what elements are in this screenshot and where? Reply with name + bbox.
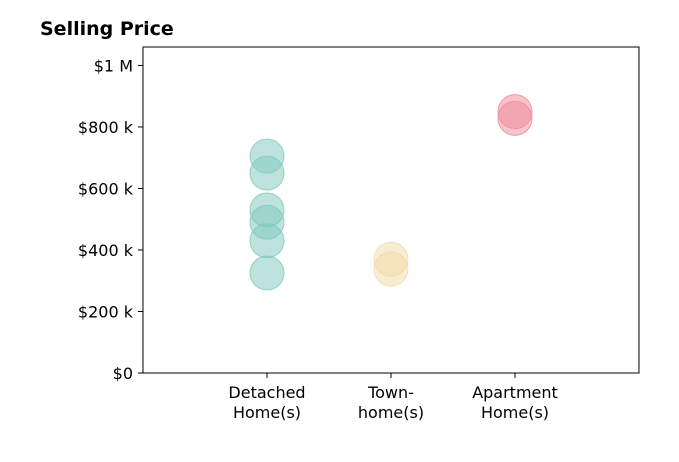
y-tick-label: $600 k bbox=[78, 179, 134, 198]
data-point bbox=[497, 100, 533, 136]
x-tick-label: Town- bbox=[367, 383, 414, 402]
x-axis: DetachedHome(s)Town-home(s)ApartmentHome… bbox=[228, 373, 558, 422]
x-tick-label: home(s) bbox=[358, 403, 424, 422]
y-tick-label: $1 M bbox=[94, 56, 133, 75]
data-point bbox=[249, 255, 285, 291]
y-tick-label: $0 bbox=[113, 364, 133, 383]
data-point bbox=[373, 251, 409, 287]
x-tick-label: Apartment bbox=[472, 383, 558, 402]
y-tick-label: $800 k bbox=[78, 118, 134, 137]
y-axis: $0 $200 k $400 k $600 k $800 k $1 M bbox=[78, 56, 143, 383]
x-tick-label: Detached bbox=[228, 383, 305, 402]
x-tick-label: Home(s) bbox=[481, 403, 549, 422]
x-tick-label: Home(s) bbox=[233, 403, 301, 422]
data-points bbox=[249, 94, 533, 291]
chart-title: Selling Price bbox=[40, 18, 174, 40]
data-point bbox=[249, 155, 285, 191]
plot-frame bbox=[142, 46, 640, 374]
y-tick-label: $400 k bbox=[78, 241, 134, 260]
y-tick-label: $200 k bbox=[78, 302, 134, 321]
data-point bbox=[249, 223, 285, 259]
